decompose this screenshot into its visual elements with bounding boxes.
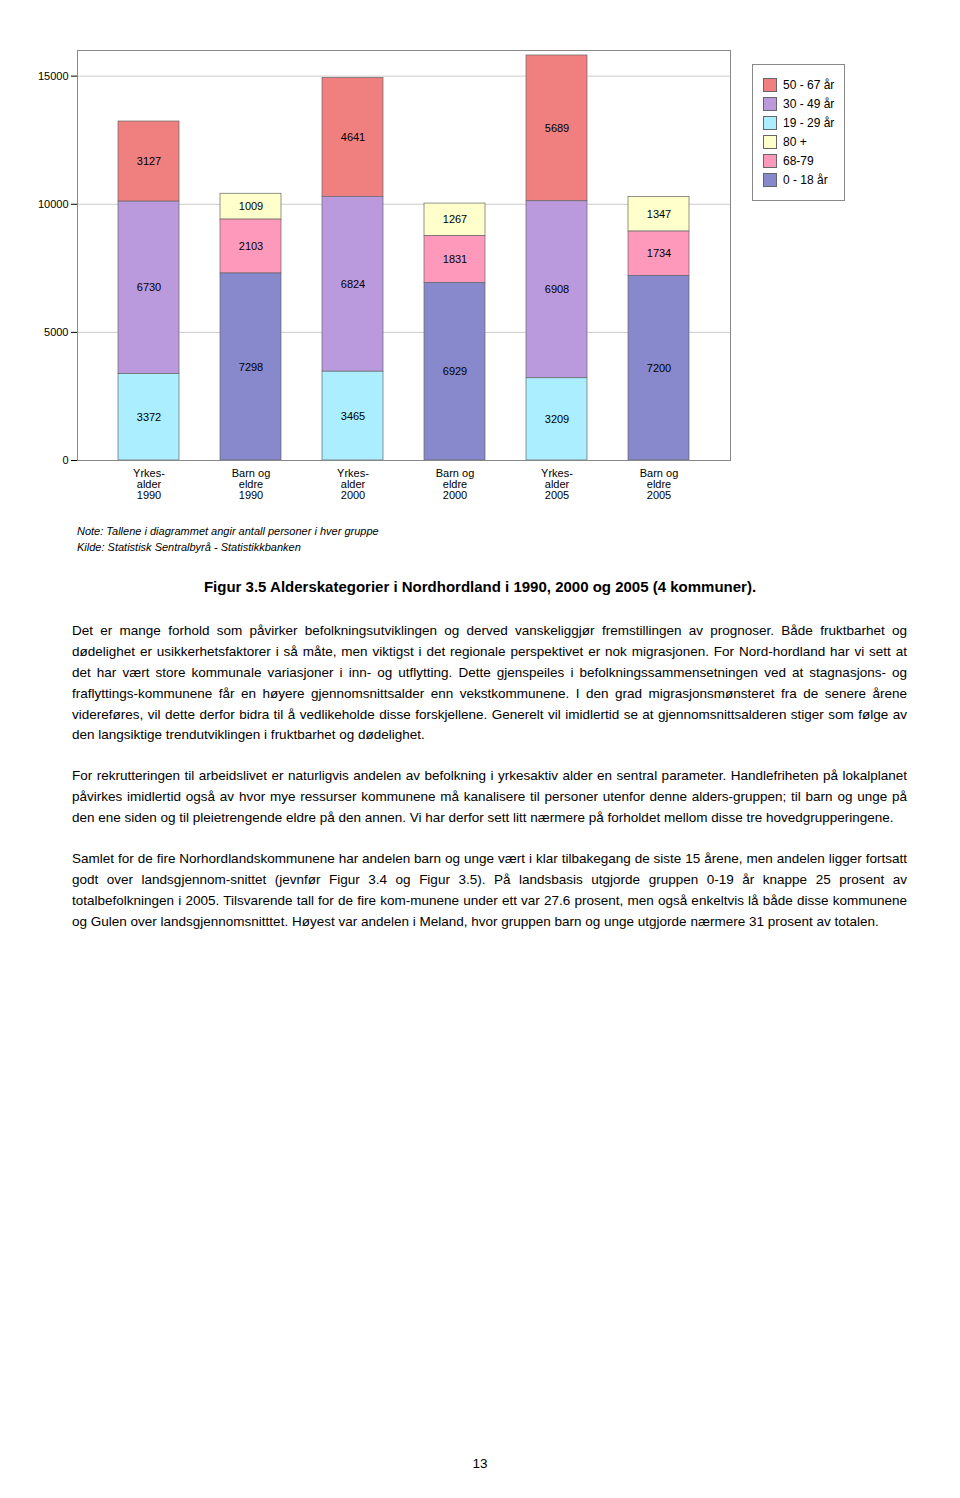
svg-text:6908: 6908 [545, 283, 569, 295]
html-text:13: 13 [472, 1456, 488, 1471]
svg-text:2103: 2103 [239, 240, 263, 252]
html-text:68-79: 68-79 [783, 154, 814, 168]
html-text:80 +: 80 + [783, 135, 807, 149]
svg-text:3127: 3127 [137, 155, 161, 167]
svg-text:5689: 5689 [545, 122, 569, 134]
svg-text:1734: 1734 [647, 247, 671, 259]
svg-text:5000: 5000 [44, 326, 68, 338]
html-text:Kilde: Statistisk Sentralbyrå: Kilde: Statistisk Sentralbyrå - Statisti… [77, 540, 301, 553]
svg-text:Barn ogeldre2000: Barn ogeldre2000 [436, 467, 475, 501]
svg-text:7298: 7298 [239, 361, 263, 373]
html-text:19 - 29 år: 19 - 29 år [783, 116, 835, 130]
svg-text:1831: 1831 [443, 253, 467, 265]
svg-text:6824: 6824 [341, 278, 365, 290]
svg-text:1009: 1009 [239, 200, 263, 212]
svg-text:Yrkes-alder2000: Yrkes-alder2000 [337, 467, 369, 501]
svg-text:Barn ogeldre1990: Barn ogeldre1990 [232, 467, 271, 501]
html-text:30 - 49 år: 30 - 49 år [783, 97, 835, 111]
svg-text:6929: 6929 [443, 365, 467, 377]
svg-text:0: 0 [62, 454, 68, 466]
svg-text:3209: 3209 [545, 413, 569, 425]
svg-text:6730: 6730 [137, 281, 161, 293]
svg-text:7200: 7200 [647, 362, 671, 374]
svg-text:4641: 4641 [341, 131, 365, 143]
svg-text:1267: 1267 [443, 213, 467, 225]
html-text:Det er mange forhold som påvir: Det er mange forhold som påvirker befolk… [72, 622, 907, 743]
html-text:Samlet for de fire Norhordland: Samlet for de fire Norhordlandskommunene… [72, 851, 907, 929]
html-text:50 - 67 år: 50 - 67 år [783, 78, 835, 92]
svg-text:1347: 1347 [647, 208, 671, 220]
html-text:Figur 3.5 Alderskategorier i N: Figur 3.5 Alderskategorier i Nordhordlan… [203, 577, 757, 595]
svg-text:3465: 3465 [341, 410, 365, 422]
svg-text:Barn ogeldre2005: Barn ogeldre2005 [640, 467, 679, 501]
svg-text:10000: 10000 [38, 198, 69, 210]
svg-text:3372: 3372 [137, 411, 161, 423]
html-text:Note: Tallene i diagrammet ang: Note: Tallene i diagrammet angir antall … [77, 525, 379, 537]
svg-text:Yrkes-alder2005: Yrkes-alder2005 [541, 467, 573, 501]
html-text:0 - 18 år: 0 - 18 år [783, 173, 828, 187]
svg-text:15000: 15000 [38, 70, 69, 82]
svg-text:Yrkes-alder1990: Yrkes-alder1990 [133, 467, 165, 501]
html-text:For rekrutteringen til arbeids: For rekrutteringen til arbeidslivet er n… [72, 768, 907, 826]
